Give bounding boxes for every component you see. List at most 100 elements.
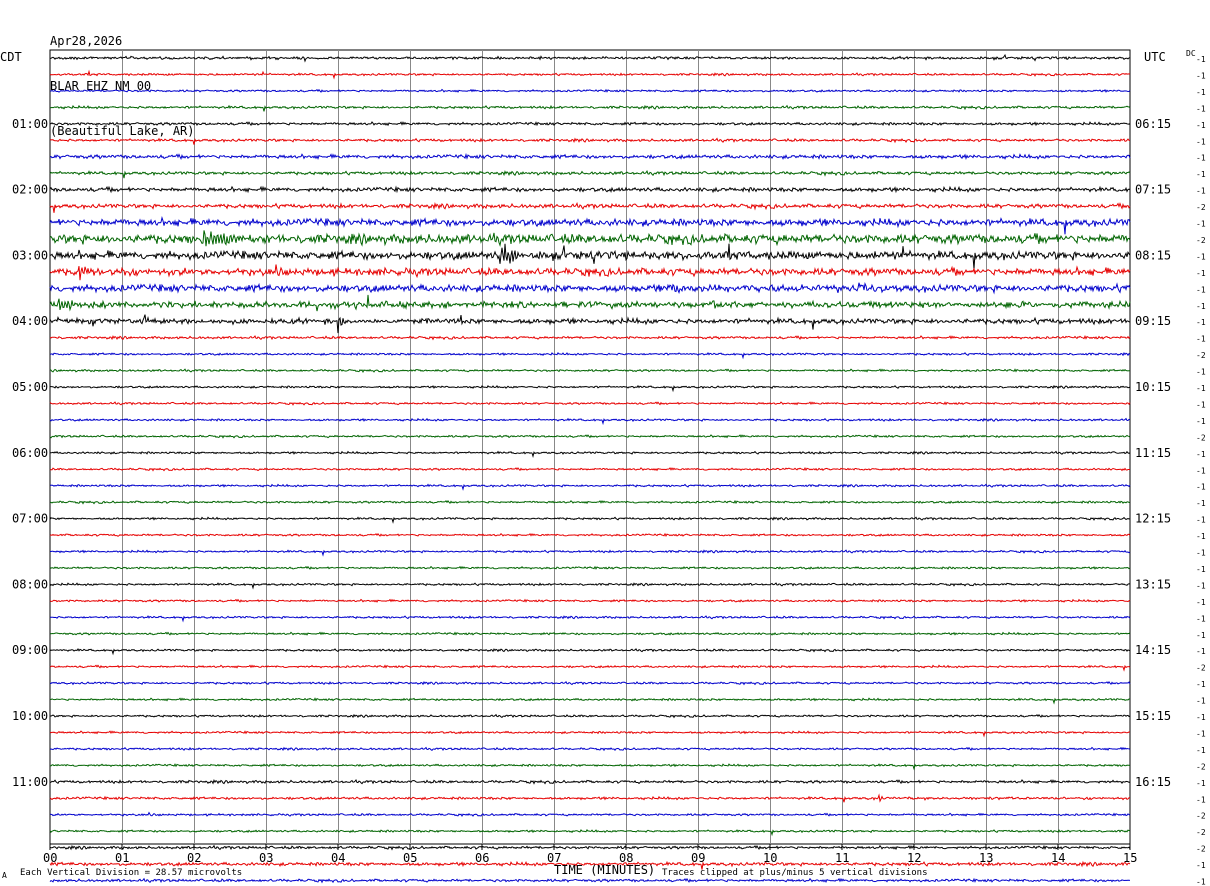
hour-label-local: 06:00 [12,446,48,460]
trace-line [49,88,1131,93]
x-tick-label: 15 [1123,851,1137,865]
header-date: Apr28,2026 [50,34,123,48]
header-location: (Beautiful Lake, AR) [50,124,195,138]
hour-label-utc: 12:15 [1135,512,1171,526]
trace-line [49,137,1131,145]
dc-header-label: DC [1186,49,1196,58]
x-tick-label: 12 [907,851,921,865]
trace-line [50,384,1131,393]
trace-line [49,565,1131,570]
dc-offset-value: -1 [1196,878,1206,886]
dc-offset-value: -1 [1196,154,1206,163]
corner-mark: A [2,871,7,880]
trace-line [49,664,1131,672]
dc-offset-value: -1 [1196,384,1206,393]
trace-line [49,844,1131,851]
dc-offset-value: -1 [1196,729,1206,738]
dc-offset-value: -2 [1196,351,1206,360]
plot-frame [49,49,1131,845]
trace-line [49,401,1131,406]
dc-offset-value: -1 [1196,121,1206,130]
dc-offset-value: -1 [1196,285,1206,294]
trace-line [50,631,1131,636]
trace-line [49,779,1131,785]
x-tick-label: 03 [259,851,273,865]
hour-label-utc: 09:15 [1135,314,1171,328]
hour-label-utc: 14:15 [1135,643,1171,657]
trace-line [50,549,1131,557]
dc-offset-value: -1 [1196,565,1206,574]
dc-offset-value: -1 [1196,88,1206,97]
dc-offset-value: -1 [1196,104,1206,113]
trace-line [49,648,1131,656]
trace-line [49,730,1131,738]
minute-gridlines [49,49,1131,845]
trace-line [49,368,1130,373]
right-timezone-label: UTC [1144,50,1166,64]
dc-offset-value: -1 [1196,71,1206,80]
clip-note: Traces clipped at plus/minus 5 vertical … [662,868,928,878]
trace-line [49,615,1131,623]
dc-offset-value: -2 [1196,433,1206,442]
dc-offset-value: -1 [1196,516,1206,525]
hour-label-utc: 07:15 [1135,183,1171,197]
trace-line [49,877,1131,884]
trace-line [49,215,1131,235]
dc-offset-value: -1 [1196,779,1206,788]
dc-offset-value: -1 [1196,614,1206,623]
dc-offset-value: -1 [1196,318,1206,327]
trace-line [49,467,1130,472]
x-tick-label: 04 [331,851,345,865]
x-tick-label: 10 [763,851,777,865]
dc-offset-value: -1 [1196,170,1206,179]
dc-offset-value: -2 [1196,664,1206,673]
trace-line [49,104,1131,112]
trace-line [49,582,1131,590]
trace-line [49,69,1131,80]
trace-line [49,516,1131,524]
x-tick-label: 13 [979,851,993,865]
trace-line [49,697,1131,705]
dc-offset-value: -1 [1196,532,1206,541]
x-axis: 00 01 02 03 04 05 06 07 08 09 10 11 12 13 14 15 [43,844,1137,865]
x-tick-label: 14 [1051,851,1065,865]
trace-line [49,281,1131,295]
hour-label-local: 07:00 [12,512,48,526]
hour-label-local: 01:00 [12,117,48,131]
trace-line [49,532,1131,538]
dc-offset-value: -1 [1196,713,1206,722]
dc-offset-value: -1 [1196,746,1206,755]
dc-offset-value: -1 [1196,137,1206,146]
trace-line [49,417,1131,426]
dc-offset-value: -2 [1196,762,1206,771]
hour-label-utc: 08:15 [1135,248,1171,262]
hour-labels: 01:00 06:15 02:00 07:15 03:00 08:15 04:00 09:15… [12,117,1171,789]
trace-line [49,598,1131,603]
trace-line [49,314,1131,334]
trace-line [49,264,1131,281]
trace-line [49,294,1131,312]
x-tick-label: 02 [187,851,201,865]
hour-label-utc: 13:15 [1135,577,1171,591]
trace-line [49,681,1131,686]
dc-offset-value: -1 [1196,269,1206,278]
x-tick-label: 00 [43,851,57,865]
dc-offset-value: -1 [1196,549,1206,558]
left-timezone-label: CDT [0,50,22,64]
dc-offset-value: -1 [1196,795,1206,804]
trace-line [49,152,1131,161]
dc-offset-value: -1 [1196,631,1206,640]
trace-line [49,860,1131,870]
dc-offset-value: -1 [1196,252,1206,261]
dc-offset-value: -1 [1196,581,1206,590]
dc-offset-labels: -1 -1 -1 -1 -1 -1 -1 -1 -1 -2 -1 -2 -1 -1 -1 -1 -1 -1 -2 -1… [1196,55,1206,886]
hour-label-local: 02:00 [12,183,48,197]
dc-offset-value: -1 [1196,417,1206,426]
trace-line [49,499,1131,505]
hour-label-local: 03:00 [12,248,48,262]
trace-line [49,811,1131,818]
dc-offset-value: -1 [1196,220,1206,229]
trace-line [49,169,1131,179]
x-tick-label: 05 [403,851,417,865]
dc-offset-value: -2 [1196,203,1206,212]
